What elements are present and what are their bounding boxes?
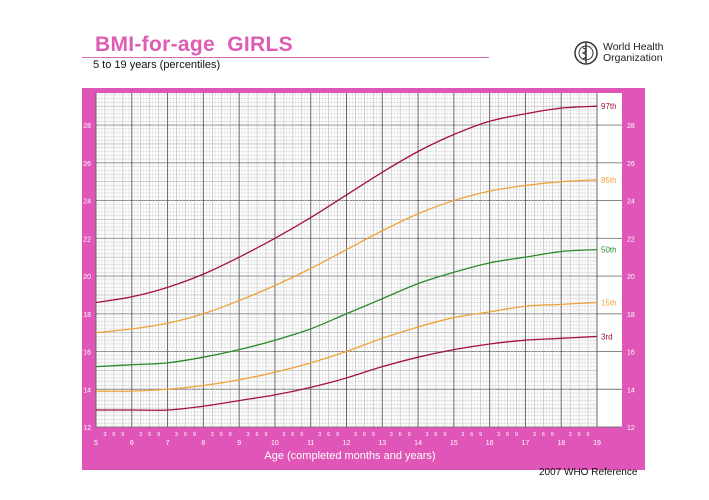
x-tick-label: 14 (414, 440, 422, 447)
y-tick-label-left: 28 (83, 123, 91, 130)
month-tick-label: 6 (256, 432, 259, 438)
y-tick-label-left: 20 (83, 274, 91, 281)
title-rule (82, 57, 489, 58)
y-tick-label-right: 14 (627, 387, 635, 394)
month-tick-label: 6 (220, 432, 223, 438)
month-tick-label: 9 (229, 432, 232, 438)
month-tick-label: 9 (587, 432, 590, 438)
month-tick-label: 6 (184, 432, 187, 438)
y-tick-label-left: 18 (83, 312, 91, 319)
y-tick-label-left: 14 (83, 387, 91, 394)
y-tick-label-left: 26 (83, 161, 91, 168)
month-tick-label: 3 (390, 432, 393, 438)
month-tick-label: 9 (515, 432, 518, 438)
reference-note: 2007 WHO Reference (539, 467, 638, 478)
series-line-97th (95, 105, 598, 304)
month-tick-label: 6 (148, 432, 151, 438)
month-tick-label: 3 (282, 432, 285, 438)
x-tick-label: 17 (522, 440, 530, 447)
month-tick-label: 9 (443, 432, 446, 438)
x-tick-label: 10 (271, 440, 279, 447)
month-tick-label: 6 (363, 432, 366, 438)
month-tick-label: 6 (542, 432, 545, 438)
y-tick-label-right: 20 (627, 274, 635, 281)
month-tick-label: 6 (470, 432, 473, 438)
who-logo: World Health Organization (573, 40, 664, 66)
month-tick-label: 3 (569, 432, 572, 438)
y-axis-label: BMI (kg/m²) (66, 234, 77, 286)
x-tick-label: 13 (378, 440, 386, 447)
month-tick-label: 6 (327, 432, 330, 438)
month-tick-label: 9 (300, 432, 303, 438)
x-tick-label: 19 (593, 440, 601, 447)
x-tick-label: 8 (201, 440, 205, 447)
org-name-line2: Organization (603, 52, 663, 64)
who-emblem-icon (574, 41, 598, 65)
y-tick-label-right: 16 (627, 350, 635, 357)
series-label-3rd: 3rd (601, 332, 613, 341)
month-tick-label: 6 (434, 432, 437, 438)
month-tick-label: 3 (461, 432, 464, 438)
month-tick-label: 3 (425, 432, 428, 438)
months-row-label: Months (54, 431, 76, 438)
month-tick-label: 3 (139, 432, 142, 438)
series-line-3rd (96, 335, 598, 411)
month-tick-label: 9 (408, 432, 411, 438)
series-label-50th: 50th (601, 246, 617, 255)
month-tick-label: 9 (479, 432, 482, 438)
month-tick-label: 6 (291, 432, 294, 438)
month-tick-label: 9 (157, 432, 160, 438)
y-tick-label-right: 22 (627, 236, 635, 243)
x-tick-label: 16 (486, 440, 494, 447)
month-tick-label: 3 (211, 432, 214, 438)
years-row-label: Years (59, 440, 76, 447)
month-tick-label: 3 (533, 432, 536, 438)
x-axis-label: Age (completed months and years) (264, 450, 435, 462)
month-tick-label: 3 (354, 432, 357, 438)
month-tick-label: 9 (551, 432, 554, 438)
series-line-85th (95, 179, 598, 334)
month-tick-label: 6 (112, 432, 115, 438)
month-tick-label: 3 (318, 432, 321, 438)
y-tick-label-left: 12 (83, 425, 91, 432)
month-tick-label: 3 (497, 432, 500, 438)
series-line-15th (95, 301, 598, 392)
org-name-line1: World Health (603, 41, 664, 53)
x-tick-label: 6 (130, 440, 134, 447)
x-tick-label: 9 (237, 440, 241, 447)
series-label-97th: 97th (601, 102, 617, 111)
x-tick-label: 7 (166, 440, 170, 447)
month-tick-label: 9 (121, 432, 124, 438)
y-tick-label-right: 26 (627, 161, 635, 168)
y-tick-label-right: 18 (627, 312, 635, 319)
month-tick-label: 9 (336, 432, 339, 438)
month-tick-label: 9 (193, 432, 196, 438)
x-tick-label: 5 (94, 440, 98, 447)
y-tick-label-right: 24 (627, 199, 635, 206)
x-tick-label: 18 (557, 440, 565, 447)
series-label-15th: 15th (601, 298, 617, 307)
month-tick-label: 9 (372, 432, 375, 438)
month-tick-label: 6 (506, 432, 509, 438)
month-tick-label: 3 (103, 432, 106, 438)
y-tick-label-right: 12 (627, 425, 635, 432)
month-tick-label: 6 (399, 432, 402, 438)
month-tick-label: 6 (578, 432, 581, 438)
chart-title: BMI-for-age GIRLS (95, 33, 293, 56)
chart-subtitle: 5 to 19 years (percentiles) (93, 59, 221, 71)
month-tick-label: 3 (247, 432, 250, 438)
y-tick-label-left: 16 (83, 350, 91, 357)
x-tick-label: 12 (343, 440, 351, 447)
month-tick-label: 9 (264, 432, 267, 438)
y-tick-label-left: 22 (83, 236, 91, 243)
month-tick-label: 3 (175, 432, 178, 438)
y-tick-label-left: 24 (83, 199, 91, 206)
y-tick-label-right: 28 (627, 123, 635, 130)
x-tick-label: 15 (450, 440, 458, 447)
series-label-85th: 85th (601, 176, 617, 185)
series-line-50th (95, 248, 598, 368)
x-tick-label: 11 (307, 440, 314, 447)
